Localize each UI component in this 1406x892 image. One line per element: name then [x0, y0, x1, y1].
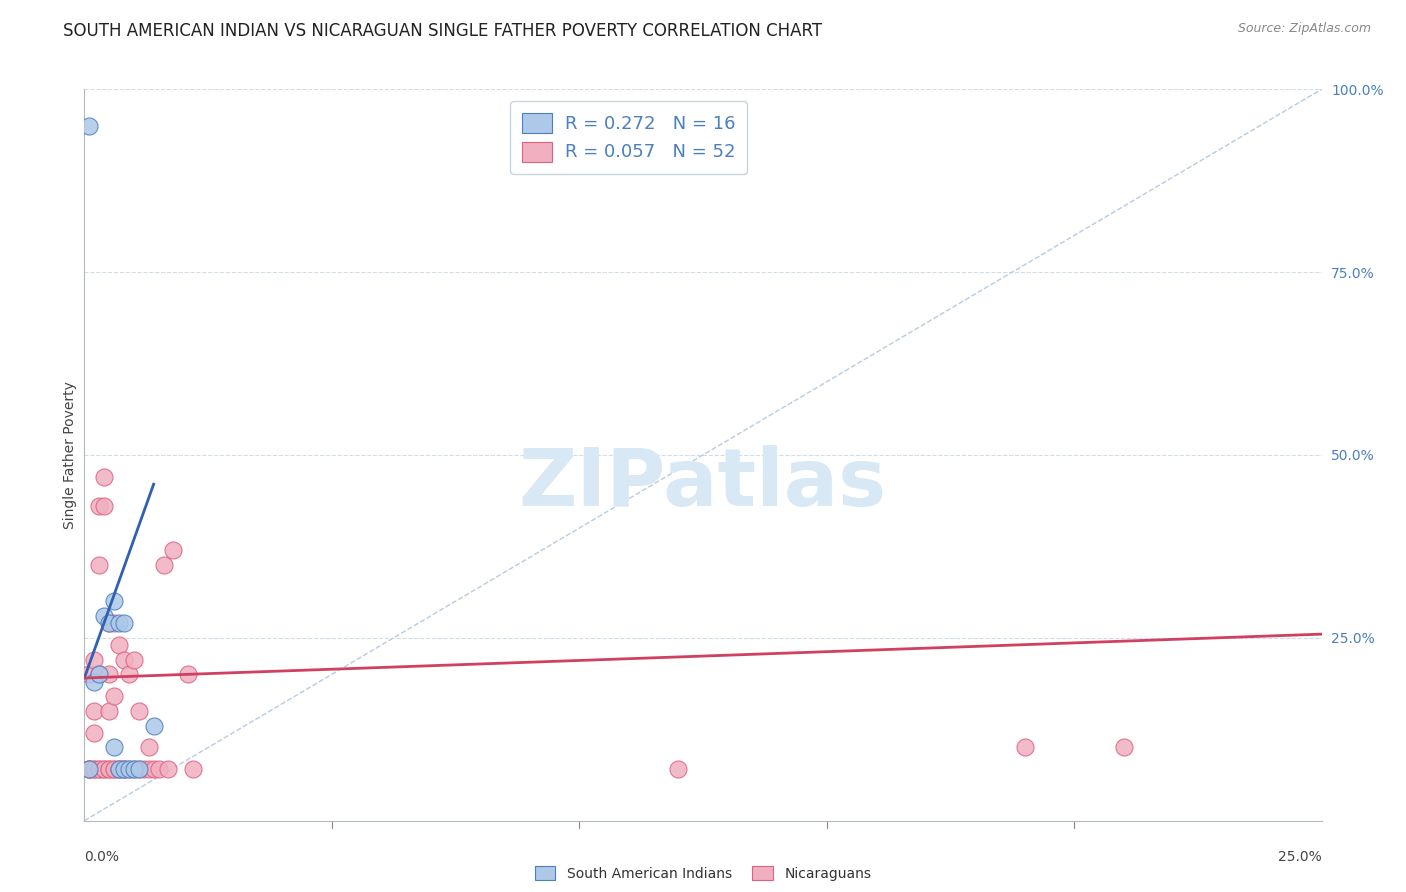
Point: [112, 653, 135, 667]
Text: 25.0%: 25.0%: [1278, 850, 1322, 863]
Point: [122, 763, 145, 777]
Point: [103, 690, 125, 704]
Point: [89, 558, 111, 572]
Point: [108, 763, 131, 777]
Point: [122, 653, 145, 667]
Point: [83, 726, 105, 740]
Point: [108, 763, 131, 777]
Point: [98, 763, 121, 777]
Point: [83, 763, 105, 777]
Point: [79, 763, 101, 777]
Text: ZIPatlas: ZIPatlas: [519, 445, 887, 524]
Legend: South American Indians, Nicaraguans: South American Indians, Nicaraguans: [534, 866, 872, 880]
Point: [112, 763, 135, 777]
Point: [79, 763, 101, 777]
Point: [177, 667, 200, 681]
Point: [98, 704, 121, 718]
Point: [118, 763, 141, 777]
Point: [103, 740, 125, 755]
Point: [98, 616, 121, 631]
Point: [93, 763, 115, 777]
Point: [112, 616, 135, 631]
Point: [108, 638, 131, 652]
Point: [128, 704, 150, 718]
Point: [79, 763, 101, 777]
Point: [79, 763, 101, 777]
Point: [122, 763, 145, 777]
Point: [181, 763, 204, 777]
Point: [108, 763, 131, 777]
Point: [1112, 740, 1135, 755]
Point: [108, 616, 131, 631]
Point: [89, 667, 111, 681]
Point: [79, 119, 101, 133]
Point: [142, 718, 165, 732]
Point: [112, 763, 135, 777]
Y-axis label: Single Father Poverty: Single Father Poverty: [63, 381, 77, 529]
Point: [93, 608, 115, 623]
Point: [138, 740, 160, 755]
Point: [89, 763, 111, 777]
Point: [142, 763, 165, 777]
Point: [118, 667, 141, 681]
Point: [148, 763, 170, 777]
Point: [103, 763, 125, 777]
Point: [83, 653, 105, 667]
Text: Source: ZipAtlas.com: Source: ZipAtlas.com: [1237, 22, 1371, 36]
Point: [138, 763, 160, 777]
Point: [83, 704, 105, 718]
Point: [1014, 740, 1036, 755]
Point: [93, 763, 115, 777]
Point: [103, 594, 125, 608]
Text: SOUTH AMERICAN INDIAN VS NICARAGUAN SINGLE FATHER POVERTY CORRELATION CHART: SOUTH AMERICAN INDIAN VS NICARAGUAN SING…: [63, 22, 823, 40]
Point: [666, 763, 689, 777]
Point: [93, 499, 115, 513]
Point: [79, 667, 101, 681]
Point: [83, 763, 105, 777]
Point: [103, 616, 125, 631]
Legend: R = 0.272   N = 16, R = 0.057   N = 52: R = 0.272 N = 16, R = 0.057 N = 52: [510, 101, 748, 174]
Point: [98, 667, 121, 681]
Point: [128, 763, 150, 777]
Point: [98, 763, 121, 777]
Point: [152, 558, 174, 572]
Point: [128, 763, 150, 777]
Point: [93, 470, 115, 484]
Point: [98, 616, 121, 631]
Point: [89, 499, 111, 513]
Point: [157, 763, 180, 777]
Point: [83, 674, 105, 689]
Text: 0.0%: 0.0%: [84, 850, 120, 863]
Point: [162, 543, 184, 558]
Point: [118, 763, 141, 777]
Point: [89, 763, 111, 777]
Point: [89, 667, 111, 681]
Point: [103, 763, 125, 777]
Point: [132, 763, 155, 777]
Point: [112, 763, 135, 777]
